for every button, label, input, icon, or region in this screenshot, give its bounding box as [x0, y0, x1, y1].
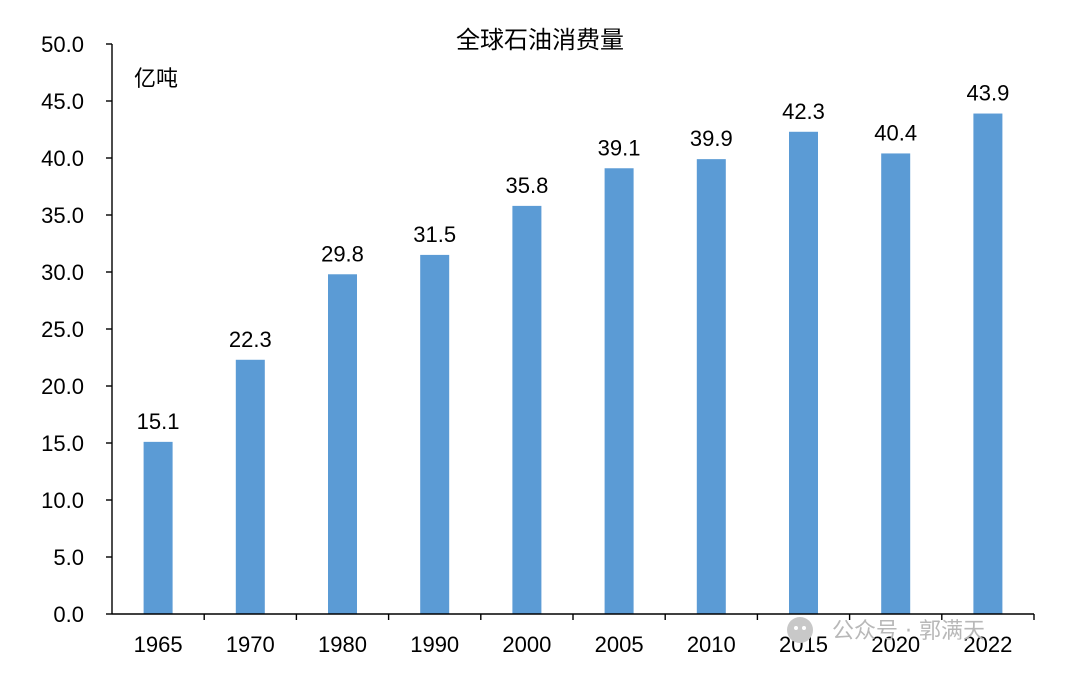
- data-label: 40.4: [874, 120, 917, 145]
- watermark: 公众号 · 郭满天: [787, 617, 985, 644]
- watermark-text: 公众号 · 郭满天: [832, 619, 985, 644]
- x-tick-label: 1965: [134, 632, 183, 657]
- bar-1970: [235, 359, 265, 614]
- y-tick-label: 15.0: [41, 431, 84, 456]
- y-tick-label: 10.0: [41, 488, 84, 513]
- bar-2015: [789, 131, 818, 614]
- y-tick-label: 35.0: [41, 203, 84, 228]
- y-tick-label: 25.0: [41, 317, 84, 342]
- bar-2000: [512, 205, 542, 614]
- data-label: 15.1: [137, 409, 180, 434]
- y-axis: 0.0 5.0 10.0 15.0 20.0 25.0 30.0 35.0 40.0 45.0 50…: [41, 32, 112, 627]
- x-tick-label: 1980: [318, 632, 367, 657]
- data-label: 29.8: [321, 241, 364, 266]
- y-unit-label: 亿吨: [134, 67, 178, 92]
- bar-2020: [881, 153, 911, 614]
- y-tick-label: 50.0: [41, 32, 84, 57]
- chart-title: 全球石油消费量: [456, 26, 624, 54]
- data-label: 39.1: [598, 135, 641, 160]
- bar-2010: [696, 159, 726, 614]
- bar-1990: [420, 254, 450, 614]
- bar-series: 15.1 22.3 29.8 31.5 35.8 39.1 39.9 42.3 40.4 43.9: [137, 81, 1009, 614]
- bar-1965: [143, 441, 173, 614]
- y-tick-label: 30.0: [41, 260, 84, 285]
- bar-2022: [973, 113, 1003, 614]
- data-label: 42.3: [782, 99, 825, 124]
- x-tick-label: 2000: [502, 632, 551, 657]
- data-label: 35.8: [505, 173, 548, 198]
- y-tick-label: 40.0: [41, 146, 84, 171]
- y-tick-label: 0.0: [53, 602, 84, 627]
- x-tick-label: 2022: [963, 632, 1012, 657]
- x-tick-label: 1970: [226, 632, 275, 657]
- x-tick-label: 2005: [595, 632, 644, 657]
- data-label: 39.9: [690, 126, 733, 151]
- bar-1980: [328, 274, 357, 614]
- data-label: 22.3: [229, 327, 272, 352]
- x-axis: 1965 1970 1980 1990 2000 2005 2010 2015 2020 2022: [134, 614, 1035, 657]
- x-tick-label: 1990: [410, 632, 459, 657]
- x-tick-label: 2020: [871, 632, 920, 657]
- data-label: 43.9: [966, 81, 1009, 106]
- y-tick-label: 5.0: [53, 545, 84, 570]
- bar-2005: [604, 168, 634, 614]
- y-tick-label: 20.0: [41, 374, 84, 399]
- y-tick-label: 45.0: [41, 89, 84, 114]
- data-label: 31.5: [413, 222, 456, 247]
- x-tick-label: 2010: [687, 632, 736, 657]
- wechat-icon: [787, 617, 813, 643]
